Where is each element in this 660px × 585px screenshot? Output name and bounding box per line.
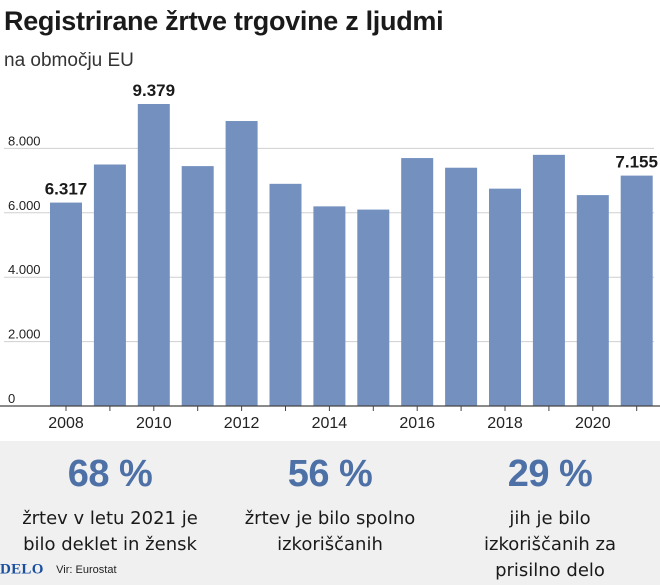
bar-2013	[269, 183, 302, 406]
stat-desc-3: jih je bilo izkoriščanih za prisilno del…	[484, 508, 616, 581]
delo-logo: DELO	[0, 561, 44, 578]
stat-desc-1: žrtev v letu 2021 je bilo deklet in žens…	[22, 508, 198, 555]
y-tick-label: 0	[8, 391, 15, 406]
x-tick-label: 2010	[136, 415, 172, 432]
stat-block-1: 68 % žrtev v letu 2021 je bilo deklet in…	[0, 441, 220, 558]
data-label: 6.317	[45, 180, 88, 199]
bar-2009	[93, 164, 126, 406]
bar-2017	[445, 167, 478, 406]
x-tick-label: 2018	[487, 415, 523, 432]
x-tick-label: 2020	[575, 415, 611, 432]
footer: DELO Vir: Eurostat	[0, 561, 117, 581]
bar-2014	[313, 206, 346, 406]
x-tick-label: 2008	[48, 415, 84, 432]
bar-2012	[225, 121, 258, 406]
bar-2019	[532, 154, 565, 406]
source-note: Vir: Eurostat	[56, 563, 117, 576]
y-tick-label: 8.000	[8, 133, 41, 148]
bar-2015	[357, 209, 390, 406]
x-tick-label: 2014	[312, 415, 348, 432]
bar-2016	[401, 158, 434, 406]
chart-title: Registrirane žrtve trgovine z ljudmi	[4, 6, 444, 36]
bar-2011	[181, 166, 214, 406]
stat-block-3: 29 % jih je bilo izkoriščanih za prisiln…	[440, 441, 660, 584]
x-tick-label: 2012	[224, 415, 260, 432]
stat-block-2: 56 % žrtev je bilo spolno izkoriščanih	[220, 441, 440, 558]
bar-2010	[137, 103, 170, 406]
data-label: 9.379	[133, 81, 176, 100]
bar-2021	[620, 175, 653, 406]
x-tick-label: 2016	[399, 415, 435, 432]
bar-2008	[50, 202, 82, 406]
bar-chart: 0 2.000 4.000 6.000 8.000 2008 2010 2012 2014 201…	[0, 81, 660, 432]
stat-value-3: 29 %	[507, 453, 593, 495]
stat-value-1: 68 %	[67, 453, 153, 495]
y-tick-label: 4.000	[8, 262, 41, 277]
y-tick-label: 6.000	[8, 198, 41, 213]
stat-desc-2: žrtev je bilo spolno izkoriščanih	[244, 508, 416, 555]
bar-2020	[576, 195, 609, 406]
data-label: 7.155	[615, 153, 658, 172]
stat-value-2: 56 %	[287, 453, 373, 495]
chart-subtitle: na območju EU	[4, 50, 134, 71]
y-tick-label: 2.000	[8, 327, 41, 342]
stats-panel: 68 % žrtev v letu 2021 je bilo deklet in…	[0, 441, 660, 585]
bar-2018	[489, 188, 521, 406]
